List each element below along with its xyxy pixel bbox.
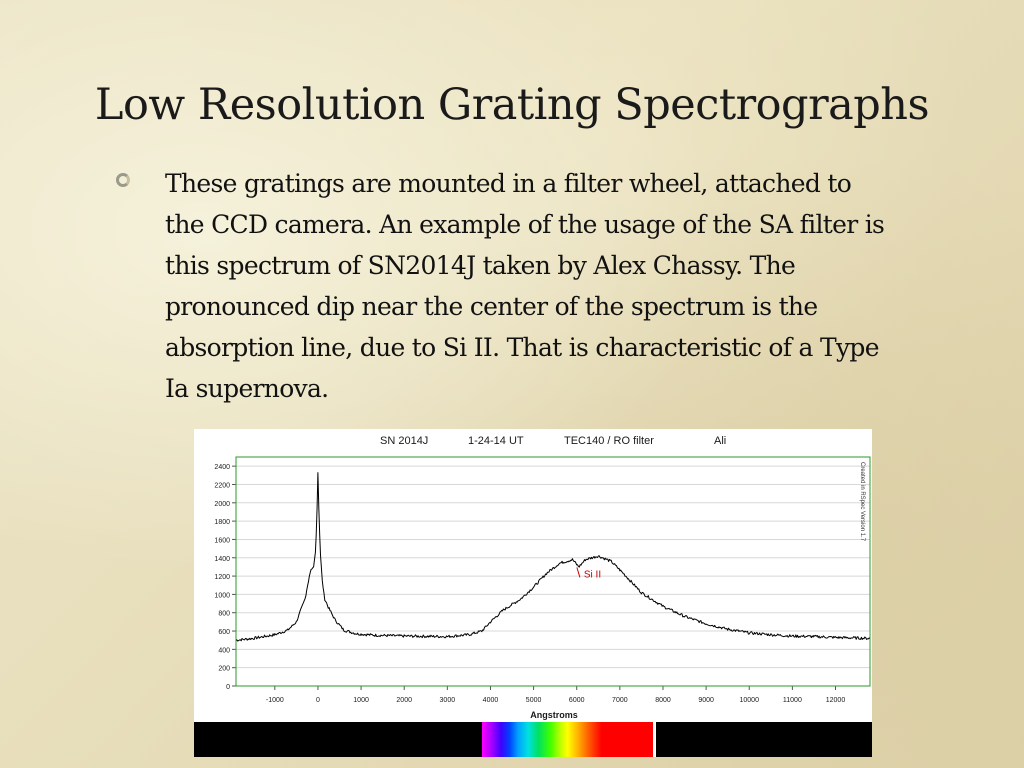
y-tick-label: 1400 <box>214 556 230 563</box>
chart-side-note: Created in RSpec Version 1.7 <box>859 462 865 542</box>
x-axis-ticks: -1000 0 1000 2000 3000 4000 5000 6000 7000 8000 90… <box>266 686 845 704</box>
y-tick-label: 2400 <box>214 464 230 471</box>
annotation-marker <box>576 567 581 578</box>
y-axis-ticks: 0 200 400 600 800 1000 1200 1400 1600 1800 2000 220… <box>214 464 236 691</box>
grid-layer <box>236 465 870 669</box>
x-tick-label: 5000 <box>526 697 542 704</box>
x-tick-label: 2000 <box>396 697 412 704</box>
spectrum-chart: 0 200 400 600 800 1000 1200 1400 1600 1800 2000 220… <box>194 429 872 757</box>
x-tick-label: 7000 <box>612 697 628 704</box>
spectrum-end-line <box>653 722 656 757</box>
plot-frame <box>235 456 871 687</box>
chart-header-date: 1-24-14 UT <box>468 435 524 447</box>
chart-svg: 0 200 400 600 800 1000 1200 1400 1600 1800 2000 220… <box>214 435 871 720</box>
y-tick-label: 1600 <box>214 537 230 544</box>
y-tick-label: 1200 <box>214 574 230 581</box>
y-tick-label: 2200 <box>214 482 230 489</box>
y-tick-label: 0 <box>226 684 230 691</box>
slide-title: Low Resolution Grating Spectrographs <box>94 80 930 130</box>
x-axis-label: Angstroms <box>530 710 578 720</box>
spectrum-line <box>235 472 871 642</box>
x-tick-label: 12000 <box>826 697 846 704</box>
y-tick-label: 1000 <box>214 592 230 599</box>
bullet-circle-icon <box>116 173 130 187</box>
y-tick-label: 1800 <box>214 519 230 526</box>
x-tick-label: 1000 <box>353 697 369 704</box>
x-tick-label: 10000 <box>740 697 760 704</box>
x-tick-label: 6000 <box>569 697 585 704</box>
x-tick-label: -1000 <box>266 697 284 704</box>
bullet-text: These gratings are mounted in a filter w… <box>165 169 885 403</box>
x-tick-label: 3000 <box>440 697 456 704</box>
y-tick-label: 800 <box>218 611 230 618</box>
annotation-label: Si II <box>584 569 601 580</box>
y-tick-label: 2000 <box>214 501 230 508</box>
chart-header-object: SN 2014J <box>380 435 428 447</box>
x-tick-label: 9000 <box>698 697 714 704</box>
spectrum-rainbow <box>482 722 653 757</box>
y-tick-label: 200 <box>218 666 230 673</box>
x-tick-label: 0 <box>316 697 320 704</box>
x-tick-label: 4000 <box>483 697 499 704</box>
x-tick-label: 11000 <box>783 697 802 704</box>
spectrum-color-strip <box>194 722 872 757</box>
chart-header-setup: TEC140 / RO filter <box>564 435 654 447</box>
chart-header-observer: Ali <box>714 435 726 447</box>
y-tick-label: 400 <box>218 647 230 654</box>
x-tick-label: 8000 <box>655 697 671 704</box>
y-tick-label: 600 <box>218 629 230 636</box>
